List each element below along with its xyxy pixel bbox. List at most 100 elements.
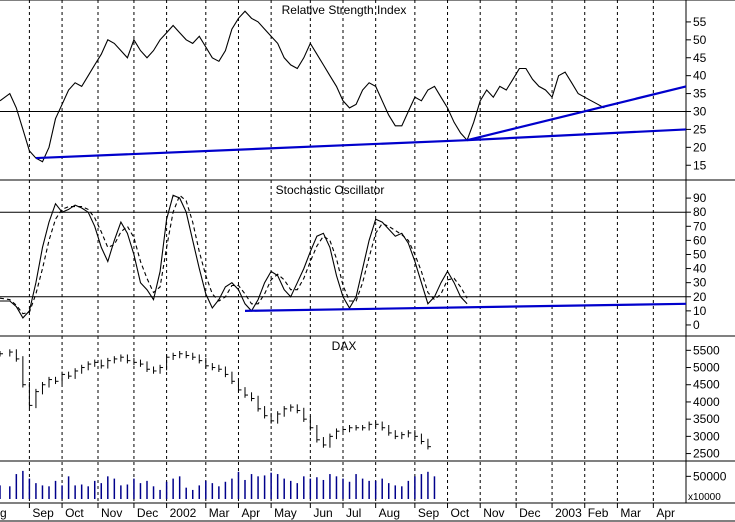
- x-tick-label: Apr: [241, 506, 260, 520]
- y-tick-label: 70: [693, 219, 707, 233]
- price-bar: [61, 371, 66, 385]
- price-bar: [81, 364, 85, 374]
- price-bar: [427, 438, 431, 450]
- panel-title: Stochastic Oscillator: [276, 183, 385, 197]
- series-line-dashed: [0, 194, 468, 315]
- price-bar: [224, 366, 229, 378]
- price-bar: [15, 349, 20, 362]
- price-bar: [316, 424, 320, 443]
- y-tick-label: 50: [693, 33, 707, 47]
- chart-panels: Relative Strength Index 15 20 25 30 35 40 45 50 5…: [0, 0, 735, 503]
- y-tick-label: 4500: [693, 378, 720, 392]
- price-bar: [94, 359, 98, 367]
- price-bar: [335, 428, 340, 440]
- y-tick-label: 80: [693, 205, 707, 219]
- panel-title: DAX: [332, 339, 357, 353]
- x-tick-label: Jul: [346, 506, 361, 520]
- panel-1: Relative Strength Index 15 20 25 30 35 40 45 50 5…: [0, 0, 735, 180]
- x-tick-label: Mar: [620, 506, 641, 520]
- y-tick-label: 50000: [693, 469, 727, 483]
- price-bar: [420, 433, 425, 445]
- price-bar: [290, 404, 294, 412]
- price-bar: [113, 356, 118, 364]
- x-tick-label: Dec: [137, 506, 158, 520]
- price-bar: [401, 431, 405, 440]
- price-bar: [407, 430, 412, 438]
- x-tick-label: 2002: [170, 506, 197, 520]
- price-bar: [218, 364, 222, 373]
- price-bar: [381, 421, 386, 431]
- y-tick-label: 55: [693, 15, 707, 29]
- price-bar: [205, 357, 209, 369]
- price-bar: [270, 412, 275, 424]
- y-tick-label: 10: [693, 304, 707, 318]
- price-bar: [159, 364, 164, 374]
- price-bar: [329, 433, 333, 448]
- x-tick-label: Oct: [451, 506, 470, 520]
- y-tick-label: 45: [693, 51, 707, 65]
- price-bar: [388, 424, 392, 436]
- price-bar: [55, 376, 59, 385]
- x-tick-label: Jun: [313, 506, 332, 520]
- price-bar: [368, 421, 373, 431]
- price-bar: [322, 437, 327, 448]
- price-bar: [120, 354, 124, 362]
- x-tick-label: Feb: [588, 506, 609, 520]
- price-bar: [283, 406, 288, 417]
- price-bar: [0, 351, 3, 357]
- x-axis: g Sep Oct Nov Dec 2002 Mar Apr May Jun Jul Aug Sep Oc…: [0, 502, 735, 522]
- y-tick-label: 15: [693, 158, 707, 172]
- x-tick-label: Mar: [209, 506, 230, 520]
- trendline: [467, 128, 687, 142]
- panel-title: Relative Strength Index: [282, 3, 407, 17]
- price-bar: [166, 354, 170, 371]
- x-tick-label: Nov: [483, 506, 504, 520]
- price-bar: [185, 351, 190, 359]
- price-bar: [394, 430, 399, 440]
- price-bar: [355, 424, 360, 431]
- x-tick-label: Nov: [101, 506, 122, 520]
- y-tick-label: 5500: [693, 343, 720, 357]
- price-bar: [41, 381, 46, 395]
- price-bar: [133, 357, 137, 366]
- y-tick-label: 40: [693, 262, 707, 276]
- price-bar: [172, 352, 177, 360]
- price-bar: [375, 421, 379, 428]
- price-bar: [414, 430, 418, 440]
- price-bar: [342, 426, 346, 434]
- y-tick-label: 5000: [693, 361, 720, 375]
- price-bar: [126, 354, 131, 364]
- price-bar: [237, 378, 242, 393]
- price-bar: [107, 357, 111, 369]
- price-bar: [303, 407, 307, 422]
- y-tick-label: 30: [693, 276, 707, 290]
- price-bar: [296, 404, 301, 414]
- trendline: [244, 302, 687, 312]
- y-tick-label: 0: [693, 318, 700, 332]
- price-bar: [35, 388, 39, 409]
- price-bar: [211, 363, 216, 371]
- price-bar: [231, 371, 235, 385]
- price-bar: [68, 371, 72, 379]
- y-tick-label: 30: [693, 105, 707, 119]
- x-tick-label: Sep: [418, 506, 440, 520]
- y-tick-label: 20: [693, 140, 707, 154]
- x-tick-label: May: [274, 506, 297, 520]
- y-tick-label: 3500: [693, 412, 720, 426]
- price-bar: [277, 411, 281, 424]
- y-tick-label: 4000: [693, 395, 720, 409]
- price-bar: [139, 359, 144, 367]
- panel-4: 50000 x10000: [0, 460, 735, 503]
- x-tick-label: Dec: [519, 506, 540, 520]
- price-bar: [153, 366, 157, 374]
- y-tick-label: 35: [693, 87, 707, 101]
- price-bar: [257, 395, 262, 412]
- trendline: [466, 85, 687, 142]
- y-tick-label: 3000: [693, 429, 720, 443]
- x-tick-label: Aug: [379, 506, 400, 520]
- y-tick-label: 60: [693, 233, 707, 247]
- price-bar: [48, 376, 52, 388]
- panel-3: DAX 2500 3000 3500 4000 4500 5000 5500: [0, 335, 735, 461]
